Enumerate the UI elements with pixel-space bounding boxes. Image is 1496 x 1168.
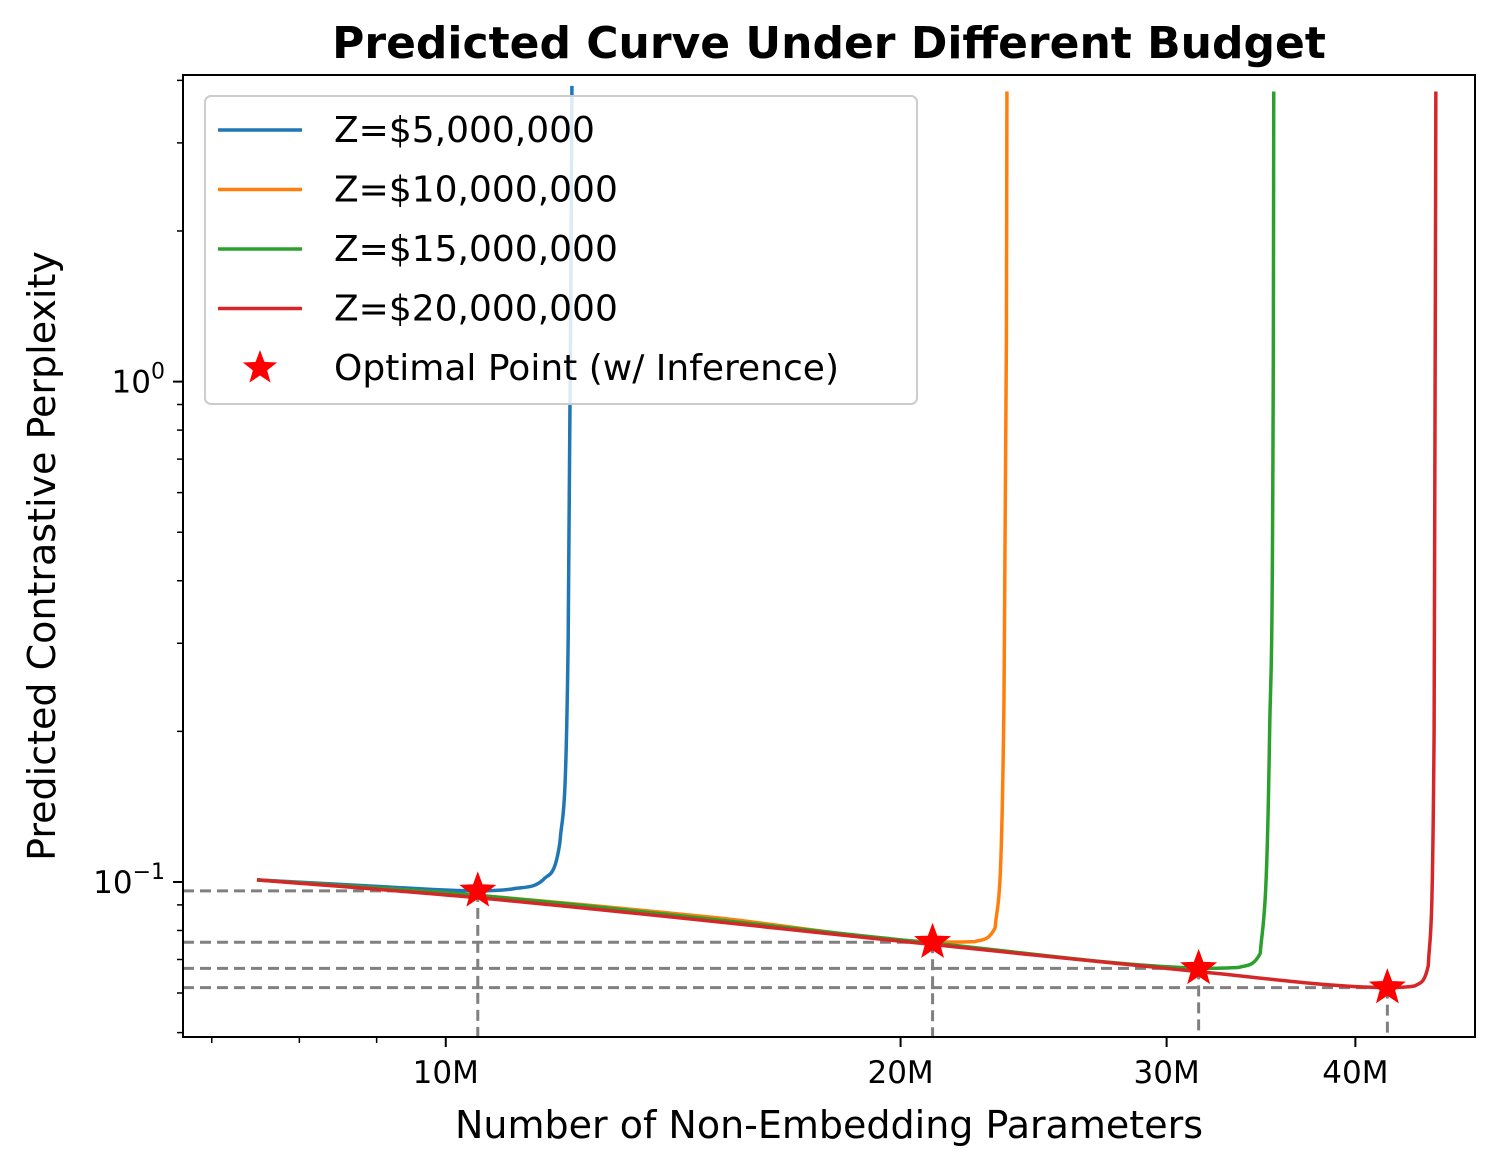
series-line-4 bbox=[256, 91, 1438, 990]
legend-entry-label: Z=$15,000,000 bbox=[334, 229, 618, 270]
legend-entry-label: Z=$20,000,000 bbox=[334, 289, 618, 330]
x-tick-label: 20M bbox=[867, 1055, 933, 1091]
x-axis-label: Number of Non-Embedding Parameters bbox=[455, 1103, 1203, 1147]
optimal-point-star bbox=[1180, 948, 1218, 985]
legend-box bbox=[204, 95, 918, 405]
legend-entry-label: Z=$10,000,000 bbox=[334, 170, 618, 211]
optimal-point-star bbox=[914, 922, 952, 958]
y-tick-label: 10−1 bbox=[93, 860, 165, 901]
legend-entry-label: Optimal Point (w/ Inference) bbox=[334, 348, 839, 389]
chart-title: Predicted Curve Under Different Budget bbox=[332, 18, 1326, 69]
x-tick-label: 40M bbox=[1322, 1055, 1388, 1091]
x-tick-label: 10M bbox=[413, 1055, 479, 1091]
x-tick-label: 30M bbox=[1134, 1055, 1200, 1091]
plot-frame bbox=[182, 74, 1476, 1038]
series-line-3 bbox=[256, 91, 1276, 971]
y-tick-label: 100 bbox=[112, 360, 165, 401]
optimal-point-star bbox=[459, 871, 497, 907]
legend-entry-label: Z=$5,000,000 bbox=[334, 110, 595, 151]
legend-star-icon bbox=[242, 350, 278, 383]
y-axis-label: Predicted Contrastive Perplexity bbox=[20, 251, 64, 861]
optimal-point-star bbox=[1368, 968, 1406, 1004]
